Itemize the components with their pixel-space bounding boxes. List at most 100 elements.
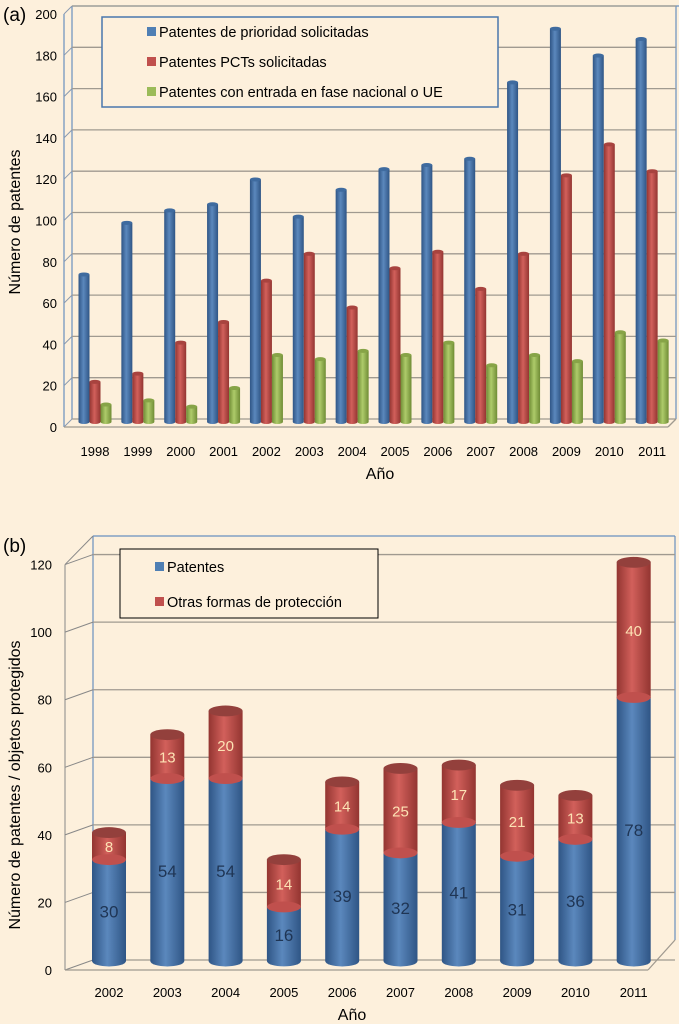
chart-a-bar-pct-top bbox=[603, 142, 615, 147]
chart-a-bar-prioridad-top bbox=[421, 163, 433, 168]
chart-b-bar-patentes-top bbox=[441, 817, 476, 828]
chart-b-bar-patentes-top bbox=[150, 773, 185, 785]
chart-b-data-label-patentes: 41 bbox=[449, 884, 468, 903]
chart-a-bar-pct-body bbox=[560, 175, 572, 424]
chart-a-bar-prioridad-top bbox=[249, 177, 261, 182]
chart-a-bar-pct-top bbox=[432, 249, 444, 254]
chart-a-bar-pct-body bbox=[303, 253, 315, 424]
chart-b-x-tick-label: 2003 bbox=[153, 985, 182, 1000]
chart-a-floor-corner bbox=[667, 418, 677, 428]
chart-a-bar-prioridad-top bbox=[507, 80, 519, 85]
chart-a-bar-prioridad-body bbox=[549, 28, 561, 425]
chart-a-bar-prioridad-body bbox=[292, 216, 304, 424]
chart-a-bar-prioridad bbox=[464, 156, 476, 424]
chart-a-bar-prioridad bbox=[635, 37, 647, 424]
chart-b-x-tick-label: 2011 bbox=[620, 985, 648, 1000]
chart-b-data-label-otras: 13 bbox=[159, 750, 176, 767]
chart-a-x-tick-label: 1998 bbox=[81, 444, 110, 459]
chart-b-bar-patentes bbox=[383, 847, 418, 967]
chart-a-bar-prioridad-body bbox=[421, 165, 433, 424]
chart-a-bar-fase-nacional-top bbox=[657, 338, 669, 343]
chart-b-side-gridline bbox=[64, 959, 94, 971]
chart-b-data-label-otras: 40 bbox=[625, 623, 642, 640]
chart-b-bar-patentes bbox=[208, 773, 243, 967]
chart-a-bar-fase-nacional bbox=[186, 404, 198, 424]
chart-a-x-tick-label: 2001 bbox=[209, 444, 238, 459]
chart-a-bar-pct bbox=[260, 278, 272, 424]
chart-b-legend-box bbox=[119, 548, 379, 619]
legend-swatch-green bbox=[147, 87, 156, 96]
chart-a-side-gridline bbox=[63, 418, 73, 428]
chart-a-bar-pct bbox=[518, 251, 530, 424]
chart-a-side-gridline bbox=[63, 129, 73, 139]
chart-a-bar-prioridad bbox=[207, 202, 219, 424]
chart-a-bar-pct bbox=[218, 319, 230, 424]
chart-a-bar-fase-nacional-top bbox=[571, 359, 583, 364]
chart-b-x-axis-title: Año bbox=[338, 1007, 367, 1024]
chart-a-bar-fase-nacional-top bbox=[529, 352, 541, 357]
chart-a-bar-prioridad-body bbox=[592, 55, 604, 425]
chart-a-bar-pct-top bbox=[260, 278, 272, 283]
chart-a-bar-pct bbox=[646, 169, 658, 424]
chart-a-bar-prioridad-body bbox=[464, 158, 476, 424]
chart-b-bar-patentes-body bbox=[325, 829, 360, 967]
legend-swatch-blue bbox=[147, 27, 156, 36]
chart-a-bar-fase-nacional-body bbox=[571, 361, 583, 424]
chart-b-bar-patentes bbox=[441, 817, 476, 967]
chart-a-bar-fase-nacional-body bbox=[614, 332, 626, 424]
chart-b-side-gridline bbox=[64, 824, 94, 836]
chart-a-bar-prioridad bbox=[592, 53, 604, 425]
chart-b-bar-otras bbox=[266, 854, 301, 913]
chart-a-bar-fase-nacional bbox=[529, 352, 541, 424]
chart-b-x-tick-label: 2008 bbox=[444, 985, 473, 1000]
chart-a-bar-prioridad-body bbox=[335, 189, 347, 424]
chart-a-bar-fase-nacional-top bbox=[271, 352, 283, 357]
chart-a-y-tick-label: 120 bbox=[35, 172, 57, 187]
chart-b-bar-patentes-top bbox=[616, 692, 651, 703]
chart-a-legend: Patentes de prioridad solicitadas Patent… bbox=[101, 16, 499, 108]
chart-a-bar-prioridad-top bbox=[164, 208, 176, 213]
chart-a-bar-fase-nacional bbox=[400, 352, 412, 424]
chart-a-bar-fase-nacional bbox=[486, 363, 498, 424]
chart-b-bar-patentes bbox=[558, 833, 593, 967]
chart-a-bar-pct-body bbox=[175, 342, 187, 424]
chart-a-side-gridline bbox=[63, 212, 73, 221]
chart-a-bar-fase-nacional bbox=[100, 402, 112, 424]
chart-b-bar-patentes bbox=[150, 773, 185, 967]
chart-b-bar-otras-body bbox=[325, 781, 360, 835]
chart-a-side-gridline bbox=[63, 170, 73, 180]
chart-b-bar-otras-top bbox=[500, 779, 535, 791]
legend-swatch-patentes bbox=[155, 562, 164, 571]
chart-a-bar-pct bbox=[132, 371, 144, 424]
chart-a-bar-fase-nacional-top bbox=[614, 330, 626, 335]
chart-b-bar-otras-body bbox=[616, 562, 651, 703]
chart-a-bar-pct-body bbox=[218, 321, 230, 424]
chart-a-bar-prioridad-body bbox=[121, 222, 133, 424]
chart-a-x-tick-label: 2010 bbox=[595, 444, 624, 459]
chart-a-bar-fase-nacional bbox=[357, 348, 369, 424]
legend-label-otras: Otras formas de protección bbox=[167, 595, 342, 611]
chart-a-bar-fase-nacional-top bbox=[314, 357, 326, 362]
chart-b-y-tick-label: 80 bbox=[38, 693, 52, 708]
chart-a-y-ticks: 0 20 40 60 80 100 120 140 160 180 200 bbox=[35, 7, 57, 435]
chart-a-x-tick-label: 2009 bbox=[552, 444, 581, 459]
chart-b-data-label-patentes: 54 bbox=[158, 862, 177, 881]
chart-a-bar-prioridad bbox=[78, 272, 90, 424]
chart-b-bar-otras-body bbox=[558, 795, 593, 845]
chart-b-bar-patentes bbox=[325, 823, 360, 967]
chart-a-bar-pct-body bbox=[603, 144, 615, 425]
chart-a-bar-pct-top bbox=[132, 371, 144, 376]
chart-a-y-tick-label: 160 bbox=[35, 90, 57, 105]
chart-a-bar-fase-nacional-top bbox=[486, 363, 498, 368]
chart-b-floor-corner bbox=[647, 939, 676, 971]
chart-b-bar-patentes bbox=[616, 692, 651, 967]
chart-a-bar-prioridad bbox=[292, 214, 304, 424]
chart-a-bar-pct bbox=[89, 379, 101, 424]
chart-a-bar-pct-body bbox=[346, 307, 358, 424]
chart-a-y-tick-label: 60 bbox=[43, 296, 57, 311]
chart-a-bar-pct-body bbox=[646, 171, 658, 424]
chart-a-bar-fase-nacional-top bbox=[443, 340, 455, 345]
chart-a-bar-fase-nacional bbox=[443, 340, 455, 424]
chart-a-bar-prioridad bbox=[378, 167, 390, 424]
chart-b-y-axis-title: Número de patentes / objetos protegidos bbox=[7, 640, 24, 929]
